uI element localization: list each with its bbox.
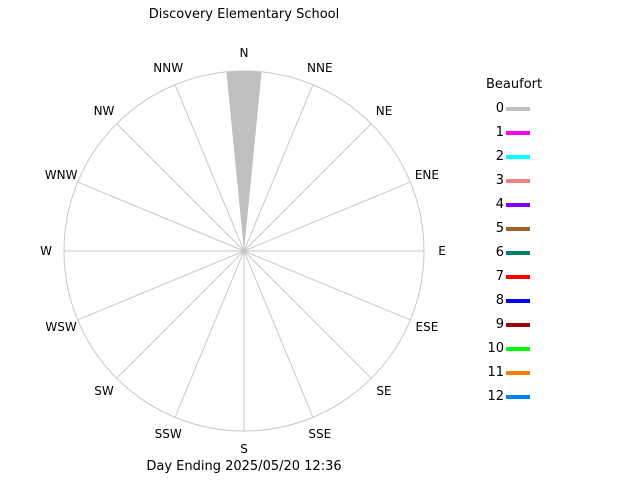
legend-row-8: 8 bbox=[476, 293, 556, 309]
legend-row-4: 4 bbox=[476, 197, 556, 213]
direction-label-s: S bbox=[240, 442, 248, 456]
legend-label: 5 bbox=[495, 221, 504, 236]
spoke-ene bbox=[243, 181, 411, 252]
wind-petals bbox=[226, 71, 262, 251]
spoke-sse bbox=[243, 250, 314, 418]
spoke-sw bbox=[116, 250, 245, 379]
direction-labels: N NNE NE ENE E ESE SE SSE S SSW SW WSW W WNW NW NNW bbox=[40, 46, 446, 456]
legend-label: 12 bbox=[487, 389, 504, 404]
legend-swatch bbox=[506, 323, 530, 327]
legend-row-11: 11 bbox=[476, 365, 556, 381]
legend-swatch bbox=[506, 107, 530, 111]
legend-label: 2 bbox=[495, 149, 504, 164]
legend-swatch bbox=[506, 155, 530, 159]
chart-footer: Day Ending 2025/05/20 12:36 bbox=[146, 459, 342, 474]
direction-label-n: N bbox=[240, 46, 249, 60]
legend-row-3: 3 bbox=[476, 173, 556, 189]
legend-swatch bbox=[506, 395, 530, 399]
legend-row-7: 7 bbox=[476, 269, 556, 285]
legend-row-2: 2 bbox=[476, 149, 556, 165]
legend-row-6: 6 bbox=[476, 245, 556, 261]
legend-row-0: 0 bbox=[476, 101, 556, 117]
chart-title: Discovery Elementary School bbox=[148, 7, 340, 22]
legend-row-1: 1 bbox=[476, 125, 556, 141]
direction-label-w: W bbox=[40, 244, 52, 258]
spoke-wnw bbox=[77, 181, 245, 252]
legend-label: 3 bbox=[495, 173, 504, 188]
direction-label-nw: NW bbox=[94, 104, 115, 118]
legend-label: 10 bbox=[487, 341, 504, 356]
legend-title: Beaufort bbox=[486, 77, 543, 92]
petal-n-beaufort-0 bbox=[226, 71, 262, 251]
legend-swatch bbox=[506, 275, 530, 279]
direction-label-ne: NE bbox=[376, 104, 393, 118]
legend-swatch bbox=[506, 131, 530, 135]
legend-label: 8 bbox=[495, 293, 504, 308]
spoke-nnw bbox=[174, 84, 245, 252]
spoke-nw bbox=[116, 123, 245, 252]
direction-label-wnw: WNW bbox=[45, 168, 78, 182]
direction-label-ese: ESE bbox=[416, 320, 439, 334]
legend-swatch bbox=[506, 347, 530, 351]
legend-swatch bbox=[506, 203, 530, 207]
legend-label: 1 bbox=[495, 125, 504, 140]
spoke-ssw bbox=[174, 250, 245, 418]
legend-label: 4 bbox=[495, 197, 504, 212]
direction-label-sw: SW bbox=[94, 384, 114, 398]
legend-row-10: 10 bbox=[476, 341, 556, 357]
legend-label: 11 bbox=[487, 365, 504, 380]
direction-label-se: SE bbox=[376, 384, 391, 398]
legend-swatch bbox=[506, 299, 530, 303]
legend-swatch bbox=[506, 227, 530, 231]
direction-label-nne: NNE bbox=[307, 61, 333, 75]
legend-swatch bbox=[506, 371, 530, 375]
spoke-nne bbox=[243, 84, 314, 252]
legend-label: 0 bbox=[495, 101, 504, 116]
legend-label: 6 bbox=[495, 245, 504, 260]
legend-row-5: 5 bbox=[476, 221, 556, 237]
spoke-wsw bbox=[77, 250, 245, 321]
direction-label-nnw: NNW bbox=[153, 61, 183, 75]
spoke-se bbox=[243, 250, 372, 379]
legend-row-9: 9 bbox=[476, 317, 556, 333]
legend-label: 9 bbox=[495, 317, 504, 332]
legend-label: 7 bbox=[495, 269, 504, 284]
direction-label-wsw: WSW bbox=[45, 320, 76, 334]
direction-label-ssw: SSW bbox=[155, 427, 182, 441]
spoke-ese bbox=[243, 250, 411, 321]
legend-row-12: 12 bbox=[476, 389, 556, 405]
direction-label-sse: SSE bbox=[308, 427, 331, 441]
legend-swatch bbox=[506, 251, 530, 255]
direction-spokes bbox=[64, 71, 424, 431]
direction-label-ene: ENE bbox=[415, 168, 439, 182]
spoke-ne bbox=[243, 123, 372, 252]
direction-label-e: E bbox=[438, 244, 446, 258]
legend-swatch bbox=[506, 179, 530, 183]
